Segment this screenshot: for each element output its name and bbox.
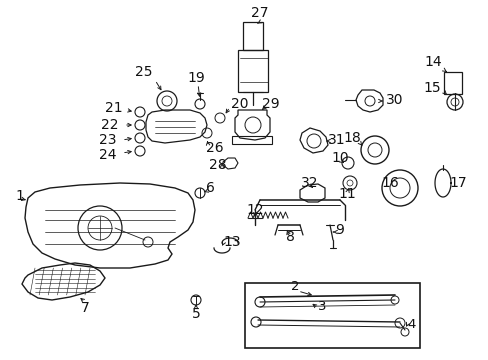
Text: 9: 9 bbox=[335, 223, 344, 237]
Text: 15: 15 bbox=[423, 81, 440, 95]
Text: 13: 13 bbox=[223, 235, 240, 249]
Text: 12: 12 bbox=[245, 203, 263, 217]
Text: 14: 14 bbox=[423, 55, 441, 69]
Text: 22: 22 bbox=[101, 118, 119, 132]
Text: 11: 11 bbox=[337, 187, 355, 201]
Text: 4: 4 bbox=[407, 319, 415, 332]
Text: 27: 27 bbox=[251, 6, 268, 20]
Text: 10: 10 bbox=[330, 151, 348, 165]
Text: 3: 3 bbox=[317, 300, 325, 312]
Bar bbox=[238, 50, 267, 92]
Bar bbox=[443, 72, 461, 94]
Text: 29: 29 bbox=[262, 97, 279, 111]
Text: 18: 18 bbox=[343, 131, 360, 145]
Text: 2: 2 bbox=[290, 280, 299, 293]
Text: 26: 26 bbox=[206, 141, 224, 155]
Text: 5: 5 bbox=[191, 307, 200, 321]
Text: 16: 16 bbox=[380, 176, 398, 190]
Text: 24: 24 bbox=[99, 148, 117, 162]
Text: 30: 30 bbox=[386, 93, 403, 107]
Text: 21: 21 bbox=[105, 101, 122, 115]
Text: 32: 32 bbox=[301, 176, 318, 190]
Text: 25: 25 bbox=[135, 65, 152, 79]
Text: 20: 20 bbox=[231, 97, 248, 111]
Text: 17: 17 bbox=[448, 176, 466, 190]
Bar bbox=[244, 283, 419, 348]
Text: 31: 31 bbox=[327, 133, 345, 147]
Text: 23: 23 bbox=[99, 133, 117, 147]
Text: 19: 19 bbox=[187, 71, 204, 85]
Bar bbox=[243, 22, 263, 50]
Text: 28: 28 bbox=[209, 158, 226, 172]
Text: 1: 1 bbox=[16, 189, 24, 203]
Text: 8: 8 bbox=[285, 230, 294, 244]
Text: 7: 7 bbox=[81, 301, 89, 315]
Bar bbox=[231, 136, 271, 144]
Text: 6: 6 bbox=[205, 181, 214, 195]
